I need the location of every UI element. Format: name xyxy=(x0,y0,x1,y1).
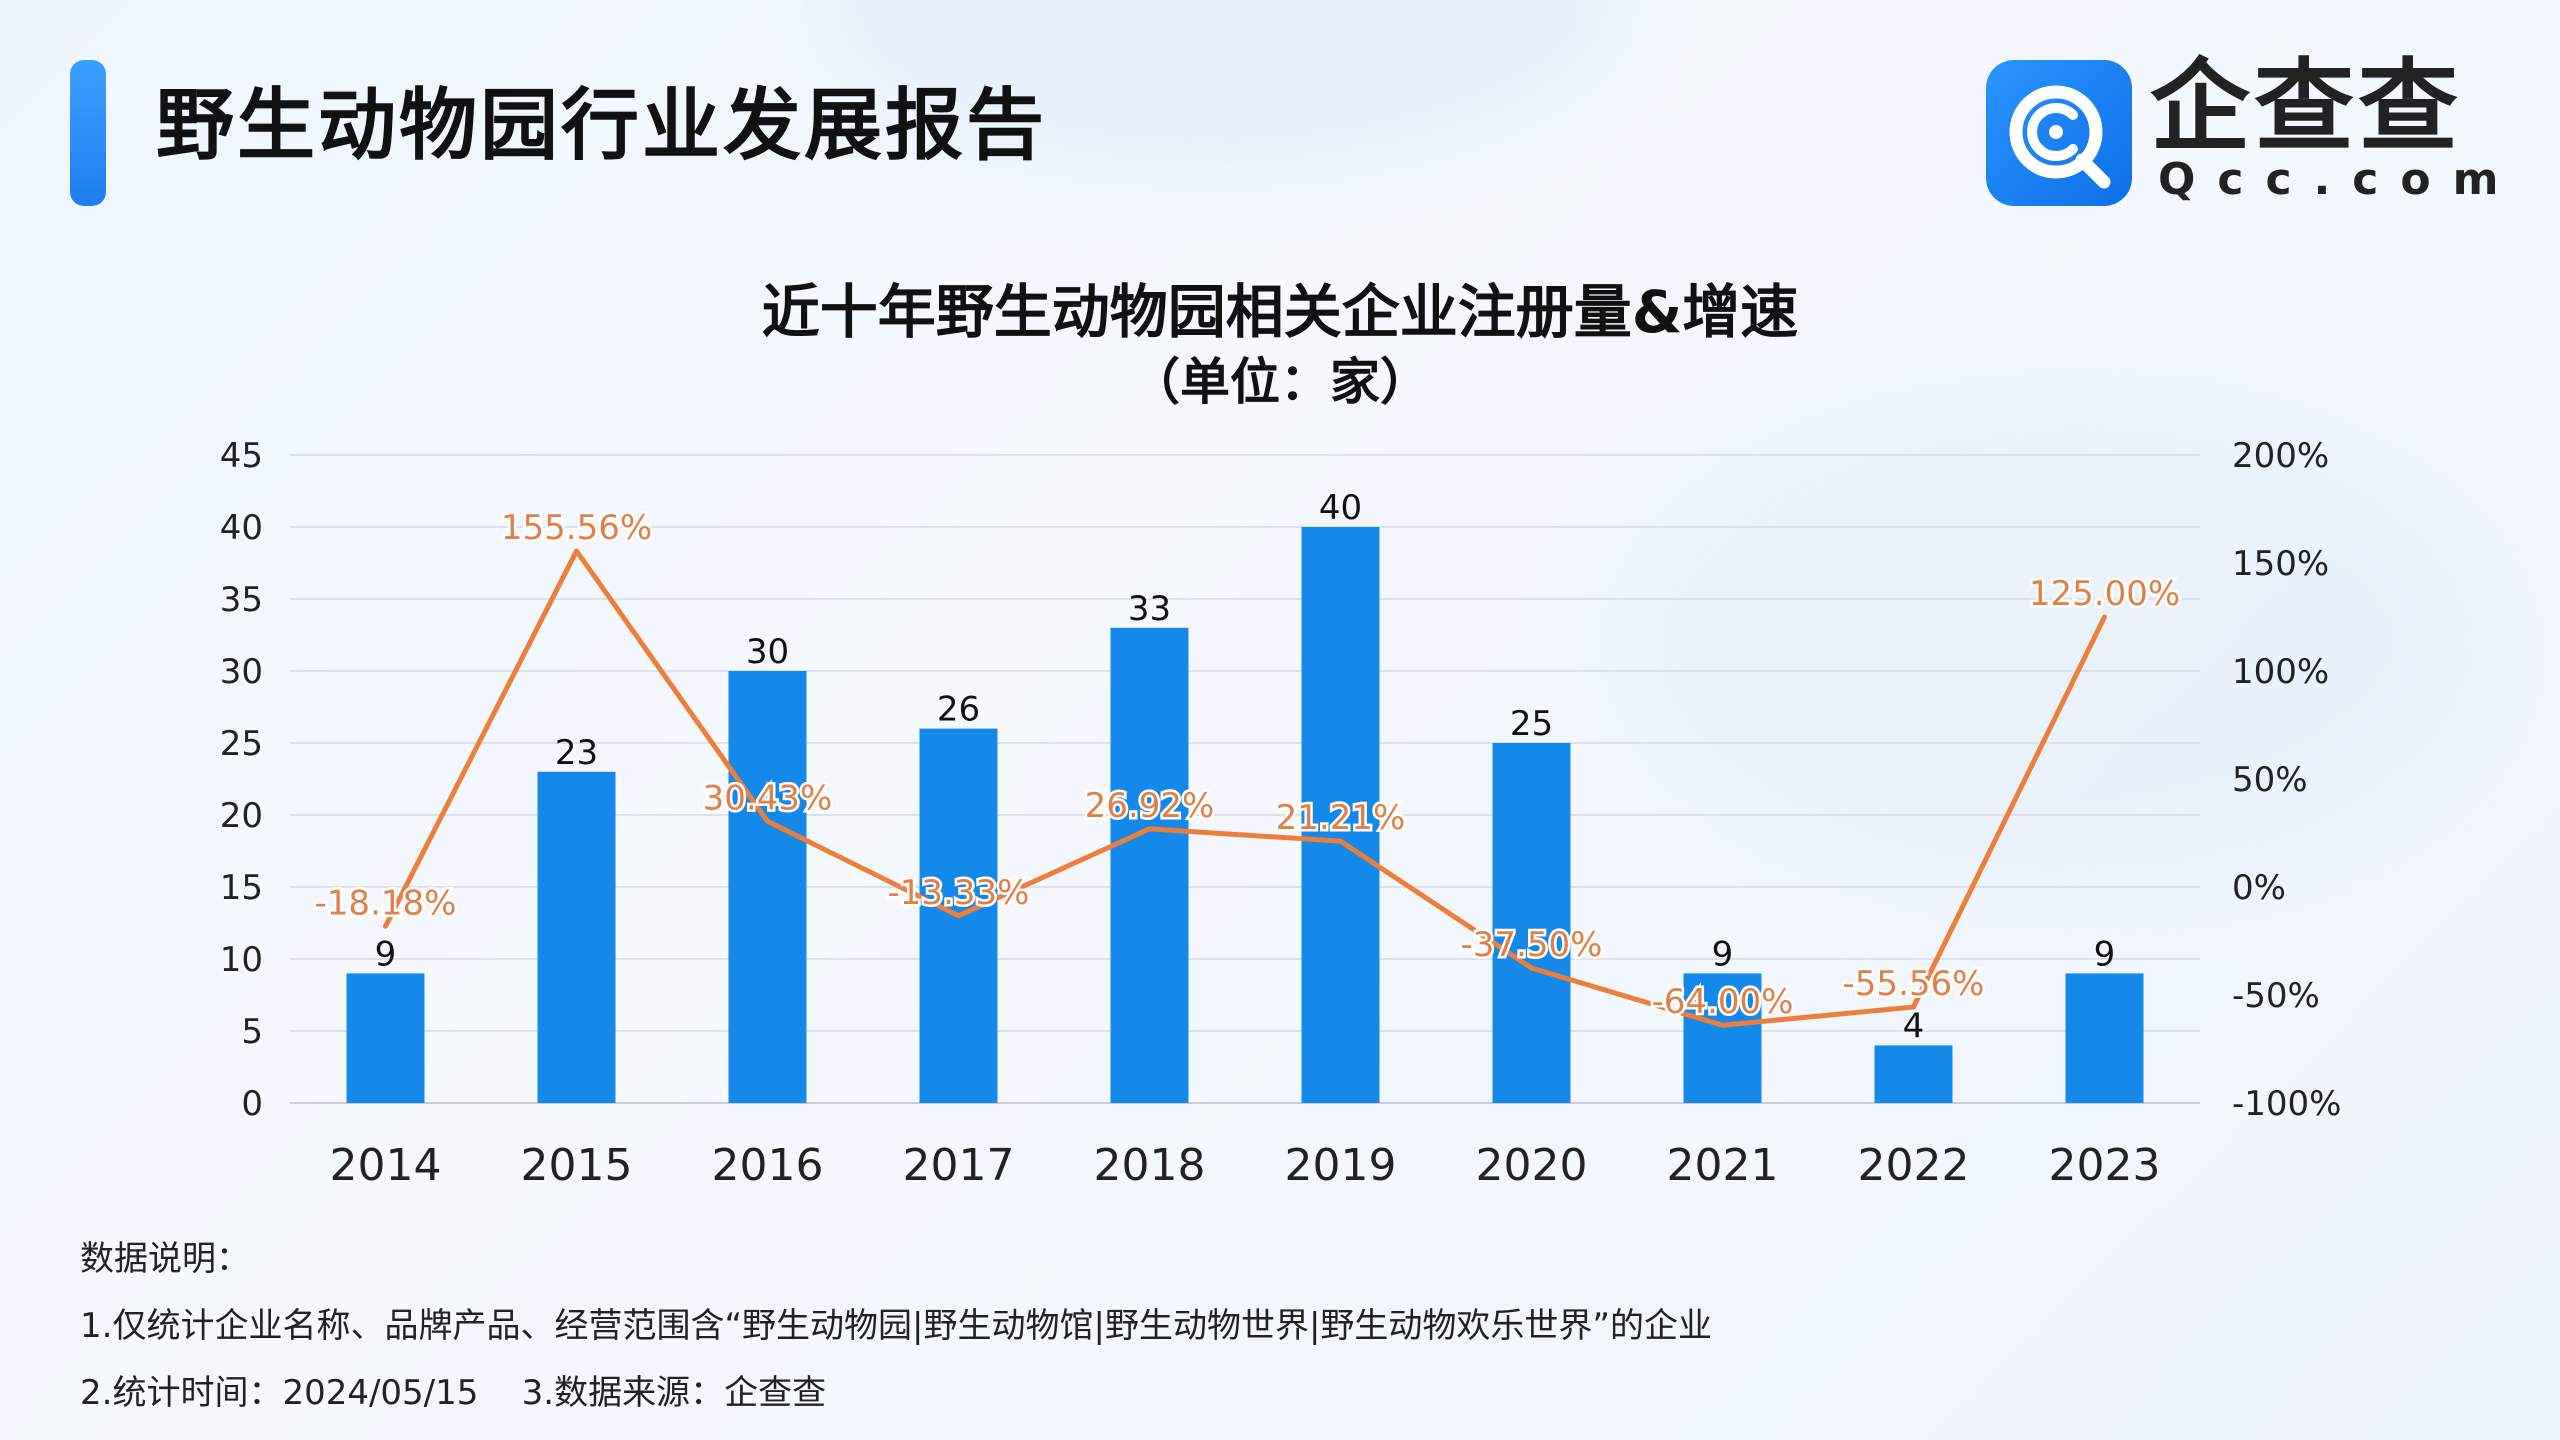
x-tick-label: 2022 xyxy=(1858,1140,1970,1191)
bar-value-label: 9 xyxy=(375,934,397,974)
x-tick-label: 2020 xyxy=(1476,1140,1588,1191)
notes-heading: 数据说明： xyxy=(80,1239,250,1279)
y-left-tick-label: 20 xyxy=(220,796,263,836)
bar-value-label: 33 xyxy=(1128,589,1171,629)
y-right-tick-label: -100% xyxy=(2232,1084,2341,1124)
bar xyxy=(1874,1045,1953,1103)
combo-chart: 0 5 10 15 20 25 30 35 40 45 -100% -50% 0% 50% 100% 150%… xyxy=(220,436,2342,1191)
growth-line xyxy=(383,548,2107,1028)
bar-value-label: 26 xyxy=(937,690,980,730)
y-right-tick-label: 150% xyxy=(2232,544,2329,584)
bar xyxy=(346,973,425,1103)
bar xyxy=(1110,627,1189,1103)
x-tick-label: 2015 xyxy=(521,1140,633,1191)
bar xyxy=(1683,973,1762,1103)
bar-value-label: 25 xyxy=(1510,704,1553,744)
logo-domain: Qcc.com xyxy=(2158,154,2521,205)
growth-value-label: 125.00% xyxy=(2029,574,2180,614)
notes-line-2: 2.统计时间：2024/05/15 3.数据来源：企查查 xyxy=(80,1373,827,1413)
x-tick-label: 2016 xyxy=(712,1140,824,1191)
y-left-tick-label: 10 xyxy=(220,940,263,980)
growth-value-label: -55.56% xyxy=(1843,964,1985,1004)
y-left-tick-label: 0 xyxy=(241,1084,263,1124)
y-right-tick-label: 0% xyxy=(2232,868,2286,908)
page-title: 野生动物园行业发展报告 xyxy=(156,81,1048,171)
data-notes: 数据说明： 1.仅统计企业名称、品牌产品、经营范围含“野生动物园|野生动物馆|野… xyxy=(80,1226,1712,1427)
growth-value-label: -64.00% xyxy=(1652,982,1794,1022)
y-right-tick-label: 100% xyxy=(2232,652,2329,692)
y-left-tick-label: 25 xyxy=(220,724,263,764)
y-right-tick-label: 50% xyxy=(2232,760,2308,800)
bar-value-label: 9 xyxy=(2094,934,2116,974)
y-left-tick-label: 35 xyxy=(220,580,263,620)
y-left-tick-label: 45 xyxy=(220,436,263,476)
growth-value-label: 21.21% xyxy=(1276,798,1406,838)
x-tick-label: 2018 xyxy=(1094,1140,1206,1191)
qcc-logo-icon xyxy=(1986,60,2132,206)
bar-value-label: 40 xyxy=(1319,488,1362,528)
chart-title: 近十年野生动物园相关企业注册量&增速 xyxy=(761,278,1799,346)
bar xyxy=(2065,973,2144,1103)
growth-value-label: 30.43% xyxy=(703,778,833,818)
qcc-search-q-icon xyxy=(2009,85,2111,189)
x-tick-label: 2019 xyxy=(1285,1140,1397,1191)
growth-value-label: -13.33% xyxy=(888,873,1030,913)
x-tick-label: 2021 xyxy=(1667,1140,1779,1191)
bar-value-label: 4 xyxy=(1903,1006,1925,1046)
bar-value-label: 30 xyxy=(746,632,789,672)
x-tick-label: 2017 xyxy=(903,1140,1015,1191)
y-left-tick-label: 15 xyxy=(220,868,263,908)
bar xyxy=(1301,527,1380,1103)
x-tick-label: 2023 xyxy=(2049,1140,2161,1191)
x-tick-label: 2014 xyxy=(330,1140,442,1191)
y-right-tick-label: 200% xyxy=(2232,436,2329,476)
y-right-tick-label: -50% xyxy=(2232,976,2320,1016)
growth-value-label: -18.18% xyxy=(315,883,457,923)
bar-value-label: 23 xyxy=(555,733,598,773)
bar-value-label: 9 xyxy=(1712,934,1734,974)
logo-name: 企查查 xyxy=(2150,48,2462,165)
growth-value-label: -37.50% xyxy=(1461,925,1603,965)
bar xyxy=(1492,743,1571,1103)
y-left-tick-label: 5 xyxy=(241,1012,263,1052)
title-accent-bar xyxy=(70,60,106,206)
y-left-tick-label: 30 xyxy=(220,652,263,692)
notes-line-1: 1.仅统计企业名称、品牌产品、经营范围含“野生动物园|野生动物馆|野生动物世界|… xyxy=(80,1306,1713,1346)
growth-value-label: 26.92% xyxy=(1085,786,1215,826)
chart-subtitle: （单位：家） xyxy=(1130,353,1430,411)
y-left-tick-label: 40 xyxy=(220,508,263,548)
bar xyxy=(728,671,807,1103)
bar xyxy=(537,771,616,1103)
growth-value-label: 155.56% xyxy=(501,508,652,548)
